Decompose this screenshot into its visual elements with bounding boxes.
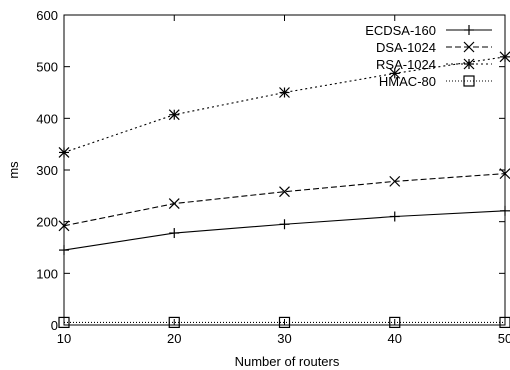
legend-marker: [463, 75, 475, 87]
data-point: [499, 316, 510, 329]
x-tick-label: 10: [57, 331, 71, 346]
data-point: [279, 219, 290, 230]
data-point: [389, 211, 400, 222]
series-line: [63, 173, 506, 227]
data-point: [168, 316, 180, 329]
series-ecdsa-160: [59, 205, 510, 256]
data-point: [58, 220, 70, 232]
y-tick-label: 500: [36, 60, 58, 75]
series-line: [63, 56, 506, 153]
x-tick-label: 40: [388, 331, 402, 346]
data-point: [58, 316, 70, 329]
legend: ECDSA-160 DSA-1024 RSA-1024 HMAC-80: [365, 23, 492, 89]
series-hmac-80: [58, 316, 510, 329]
data-point: [500, 205, 510, 216]
plot-border: [63, 14, 506, 326]
data-point: [168, 198, 180, 210]
x-tick-label: 50: [498, 331, 510, 346]
y-tick-label: 0: [51, 318, 58, 333]
plot-frame: [63, 14, 506, 326]
legend-marker: [464, 25, 474, 35]
y-axis-label: ms: [6, 161, 21, 179]
series-layer: [58, 51, 510, 329]
data-point: [59, 245, 69, 256]
data-point: [389, 316, 401, 329]
y-tick-label: 600: [36, 8, 58, 23]
y-axis: 0 100 200 300 400 500 600: [36, 8, 505, 333]
data-point: [499, 168, 510, 180]
data-point: [279, 87, 290, 98]
x-tick-label: 30: [277, 331, 291, 346]
data-point: [278, 316, 291, 329]
y-tick-label: 200: [36, 215, 58, 230]
x-tick-label: 20: [167, 331, 181, 346]
legend-marker: [463, 58, 475, 70]
data-point: [279, 186, 290, 198]
data-point: [389, 175, 401, 187]
x-axis: 10 20 30 40 50: [57, 15, 510, 346]
data-point: [58, 147, 70, 158]
legend-label: DSA-1024: [376, 40, 436, 55]
y-tick-label: 100: [36, 266, 58, 281]
legend-marker: [463, 41, 475, 53]
series-line: [63, 210, 506, 251]
legend-label: RSA-1024: [376, 57, 436, 72]
series-dsa-1024: [58, 168, 510, 232]
data-point: [168, 109, 180, 121]
series-rsa-1024: [58, 51, 510, 158]
legend-label: ECDSA-160: [365, 23, 436, 38]
y-tick-label: 400: [36, 111, 58, 126]
y-tick-label: 300: [36, 163, 58, 178]
x-axis-label: Number of routers: [235, 354, 340, 369]
data-point: [389, 67, 401, 79]
data-point: [169, 228, 180, 239]
legend-label: HMAC-80: [379, 74, 436, 89]
data-point: [499, 51, 510, 63]
